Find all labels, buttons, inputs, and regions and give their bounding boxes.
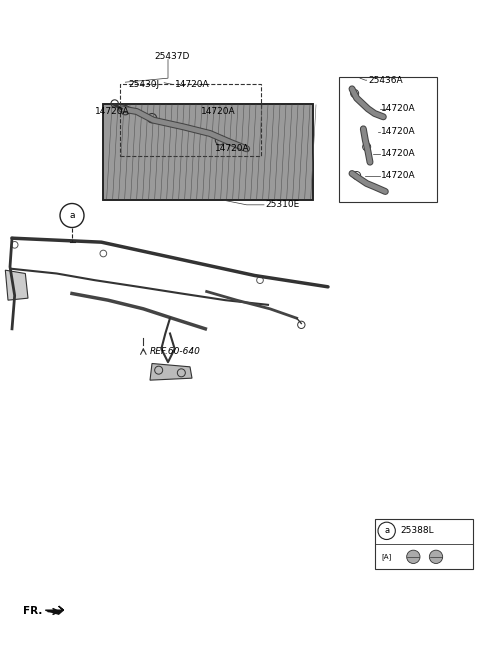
Text: 14720A: 14720A [381,149,416,158]
Text: 25310E: 25310E [265,200,300,210]
Text: REF.60-640: REF.60-640 [150,347,201,356]
Circle shape [407,550,420,564]
Bar [375,519,473,569]
Polygon shape [150,363,192,380]
Polygon shape [45,606,63,614]
Circle shape [378,522,396,539]
Text: 14720A: 14720A [175,80,209,89]
Bar [103,104,313,200]
Text: a: a [69,211,75,220]
Bar [103,104,313,200]
Text: 25437D: 25437D [155,53,190,61]
Bar [120,83,261,156]
Text: 14720A: 14720A [381,127,416,136]
Text: 14720A: 14720A [381,171,416,180]
Text: 14720A: 14720A [201,107,236,116]
Circle shape [60,204,84,227]
Circle shape [429,550,443,564]
Text: 14720A: 14720A [381,104,416,114]
Text: FR.: FR. [24,606,43,616]
Text: 25430J: 25430J [128,80,159,89]
Text: a: a [384,526,389,535]
Text: 14720A: 14720A [215,145,249,153]
Text: 25436A: 25436A [368,76,403,85]
Text: [A]: [A] [381,553,392,560]
Text: 25388L: 25388L [400,526,433,535]
Text: 14720A: 14720A [95,107,129,116]
Polygon shape [5,270,28,300]
Bar [339,77,437,202]
